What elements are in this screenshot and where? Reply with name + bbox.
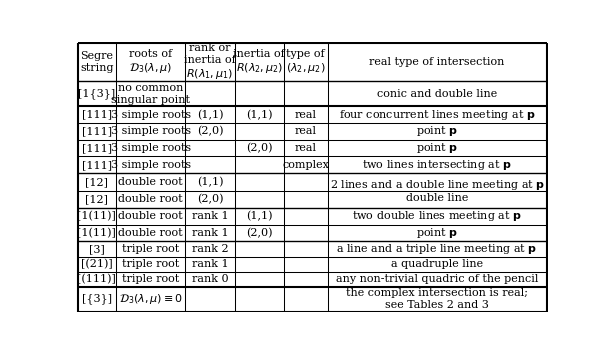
Text: (2,0): (2,0)	[246, 228, 273, 238]
Text: [1{3}]: [1{3}]	[78, 88, 115, 99]
Text: 2 lines and a double line meeting at $\mathbf{p}$
double line: 2 lines and a double line meeting at $\m…	[329, 178, 544, 203]
Text: point $\mathbf{p}$: point $\mathbf{p}$	[416, 141, 458, 155]
Text: real: real	[295, 143, 317, 153]
Text: double root: double root	[118, 177, 183, 187]
Text: rank 2: rank 2	[192, 244, 228, 254]
Text: type of
$(\lambda_2,\mu_2)$: type of $(\lambda_2,\mu_2)$	[286, 49, 326, 75]
Text: 3 simple roots: 3 simple roots	[111, 143, 191, 153]
Text: roots of
$\mathcal{D}_3(\lambda,\mu)$: roots of $\mathcal{D}_3(\lambda,\mu)$	[129, 49, 172, 75]
Text: (2,0): (2,0)	[246, 143, 273, 153]
Text: 3 simple roots: 3 simple roots	[111, 110, 191, 120]
Text: real type of intersection: real type of intersection	[370, 57, 505, 67]
Text: rank 1: rank 1	[192, 259, 228, 269]
Text: [12]: [12]	[85, 194, 108, 204]
Text: (2,0): (2,0)	[197, 194, 224, 205]
Text: (1,1): (1,1)	[246, 211, 273, 221]
Text: a quadruple line: a quadruple line	[391, 259, 483, 269]
Text: any non-trivial quadric of the pencil: any non-trivial quadric of the pencil	[336, 274, 538, 284]
Text: triple root: triple root	[122, 259, 180, 269]
Text: no common
singular point: no common singular point	[111, 83, 190, 105]
Text: two double lines meeting at $\mathbf{p}$: two double lines meeting at $\mathbf{p}$	[352, 210, 522, 224]
Text: (1,1): (1,1)	[197, 177, 224, 187]
Text: real: real	[295, 126, 317, 137]
Text: triple root: triple root	[122, 274, 180, 284]
Text: rank 1: rank 1	[192, 228, 228, 238]
Text: real: real	[295, 110, 317, 120]
Text: rank or
inertia of
$R(\lambda_1,\mu_1)$: rank or inertia of $R(\lambda_1,\mu_1)$	[184, 43, 236, 81]
Text: [111]: [111]	[82, 143, 112, 153]
Text: 3 simple roots: 3 simple roots	[111, 160, 191, 170]
Text: rank 1: rank 1	[192, 211, 228, 221]
Text: [111]: [111]	[82, 110, 112, 120]
Text: rank 0: rank 0	[192, 274, 228, 284]
Text: (1,1): (1,1)	[246, 110, 273, 120]
Text: inertia of
$R(\lambda_2,\mu_2)$: inertia of $R(\lambda_2,\mu_2)$	[233, 49, 285, 75]
Text: point $\mathbf{p}$: point $\mathbf{p}$	[416, 226, 458, 240]
Text: [(111)]: [(111)]	[77, 274, 116, 284]
Text: (1,1): (1,1)	[197, 110, 224, 120]
Text: 3 simple roots: 3 simple roots	[111, 126, 191, 137]
Text: two lines intersecting at $\mathbf{p}$: two lines intersecting at $\mathbf{p}$	[362, 158, 512, 172]
Text: [1(11)]: [1(11)]	[77, 228, 116, 238]
Text: the complex intersection is real;
see Tables 2 and 3: the complex intersection is real; see Ta…	[346, 288, 528, 310]
Text: Segre
string: Segre string	[80, 51, 113, 73]
Text: [(21)]: [(21)]	[81, 259, 113, 269]
Text: complex: complex	[283, 160, 329, 170]
Text: point $\mathbf{p}$: point $\mathbf{p}$	[416, 124, 458, 138]
Text: double root: double root	[118, 194, 183, 204]
Text: four concurrent lines meeting at $\mathbf{p}$: four concurrent lines meeting at $\mathb…	[339, 108, 535, 122]
Text: [111]: [111]	[82, 126, 112, 137]
Text: [{3}]: [{3}]	[82, 294, 112, 304]
Text: [1(11)]: [1(11)]	[77, 211, 116, 221]
Text: (2,0): (2,0)	[197, 126, 224, 137]
Text: triple root: triple root	[122, 244, 180, 254]
Text: conic and double line: conic and double line	[377, 89, 498, 99]
Text: a line and a triple line meeting at $\mathbf{p}$: a line and a triple line meeting at $\ma…	[336, 242, 538, 256]
Text: [12]: [12]	[85, 177, 108, 187]
Text: [111]: [111]	[82, 160, 112, 170]
Text: double root: double root	[118, 211, 183, 221]
Text: [3]: [3]	[89, 244, 105, 254]
Text: $\mathcal{D}_3(\lambda,\mu)\equiv 0$: $\mathcal{D}_3(\lambda,\mu)\equiv 0$	[119, 292, 183, 306]
Text: double root: double root	[118, 228, 183, 238]
